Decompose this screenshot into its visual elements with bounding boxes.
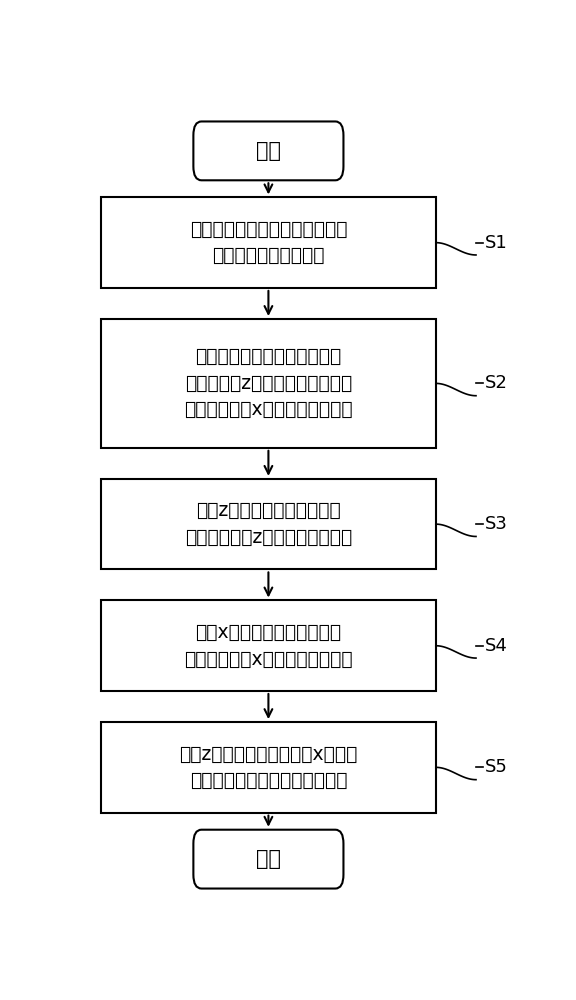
FancyBboxPatch shape [194, 121, 343, 180]
Bar [101, 479, 436, 569]
Text: S3: S3 [485, 515, 508, 533]
Text: S2: S2 [485, 374, 508, 392]
Text: 根据离散化结点数据获得齿轮
噚合区域在z轴方向的相对位移和
离散化结点在x轴方向的相对位移: 根据离散化结点数据获得齿轮 噚合区域在z轴方向的相对位移和 离散化结点在x轴方向… [184, 347, 353, 419]
Text: S5: S5 [485, 758, 508, 776]
Text: S1: S1 [485, 234, 507, 252]
Text: 根据z轴方向的磨损能量和x轴方向
的磨损能量获得齿轮的磨损能量: 根据z轴方向的磨损能量和x轴方向 的磨损能量获得齿轮的磨损能量 [179, 745, 358, 790]
Text: S4: S4 [485, 637, 508, 655]
FancyBboxPatch shape [194, 830, 343, 889]
Text: 结束: 结束 [256, 849, 281, 869]
Text: 根据x轴方向的相对位移获得
离散化结点在x轴方向的磨损能量: 根据x轴方向的相对位移获得 离散化结点在x轴方向的磨损能量 [184, 623, 353, 668]
Bar [101, 600, 436, 691]
Text: 根据z轴方向的相对位移获得
离散化结点在z轴方向的磨损能量: 根据z轴方向的相对位移获得 离散化结点在z轴方向的磨损能量 [185, 501, 352, 547]
Text: 获取齿轮噚合区域的离散化结点
对应的离散化结点数据: 获取齿轮噚合区域的离散化结点 对应的离散化结点数据 [190, 220, 347, 265]
Bar [101, 722, 436, 813]
Bar [101, 319, 436, 448]
Bar [101, 197, 436, 288]
Text: 开始: 开始 [256, 141, 281, 161]
